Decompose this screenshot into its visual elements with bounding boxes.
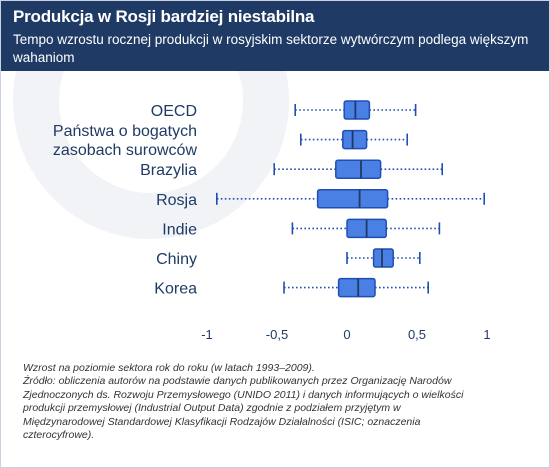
x-tick-label: -0,5	[266, 327, 288, 342]
category-label: zasobach surowców	[53, 142, 198, 159]
x-axis-tick-labels: -1 -0,5 0 0,5 1	[201, 327, 490, 342]
box-iqr	[337, 277, 376, 298]
category-label: OECD	[151, 103, 197, 120]
box-iqr	[335, 159, 382, 179]
category-label: Brazylia	[140, 162, 197, 179]
chart-subtitle: Tempo wzrostu rocznej produkcji w rosyjs…	[13, 32, 529, 65]
footnote-line: produkcji przemysłowej (Industrial Outpu…	[23, 402, 401, 415]
x-tick-label: -1	[201, 327, 213, 342]
category-label: Chiny	[156, 251, 197, 268]
category-label: Państwa o bogatych	[53, 123, 197, 140]
box-iqr	[372, 248, 394, 268]
x-tick-label: 1	[483, 327, 490, 342]
chart-header: Produkcja w Rosji bardziej niestabilna T…	[1, 1, 549, 71]
category-label: Indie	[162, 221, 197, 238]
boxplot-chart: OECD Państwa o bogatych zasobach surowców B…	[53, 100, 491, 342]
category-labels: OECD Państwa o bogatych zasobach surowców B…	[53, 103, 198, 298]
footnote-line: Zjednoczonych ds. Rozwoju Przemysłowego …	[23, 388, 464, 401]
footnote-line: Wzrost na poziomie sektora rok do roku (…	[23, 362, 315, 374]
footnote-line: Źródło: obliczenia autorów na podstawie …	[23, 375, 452, 388]
box-iqr	[316, 189, 389, 209]
box-iqr	[342, 129, 368, 150]
boxes-layer	[316, 100, 394, 298]
footnote-line: Międzynarodowej Standardowej Klasyfikacj…	[23, 415, 421, 428]
whiskers-layer	[216, 104, 486, 294]
category-label: Rosja	[156, 192, 197, 209]
box-iqr	[343, 100, 371, 120]
chart-title: Produkcja w Rosji bardziej niestabilna	[13, 7, 315, 26]
x-tick-label: 0,5	[408, 327, 426, 342]
chart-footnote: Wzrost na poziomie sektora rok do roku (…	[23, 362, 533, 442]
watermark-logo	[13, 71, 289, 239]
category-label: Korea	[154, 281, 197, 298]
footnote-line: czterocyfrowe).	[23, 429, 95, 442]
x-tick-label: 0	[343, 327, 350, 342]
